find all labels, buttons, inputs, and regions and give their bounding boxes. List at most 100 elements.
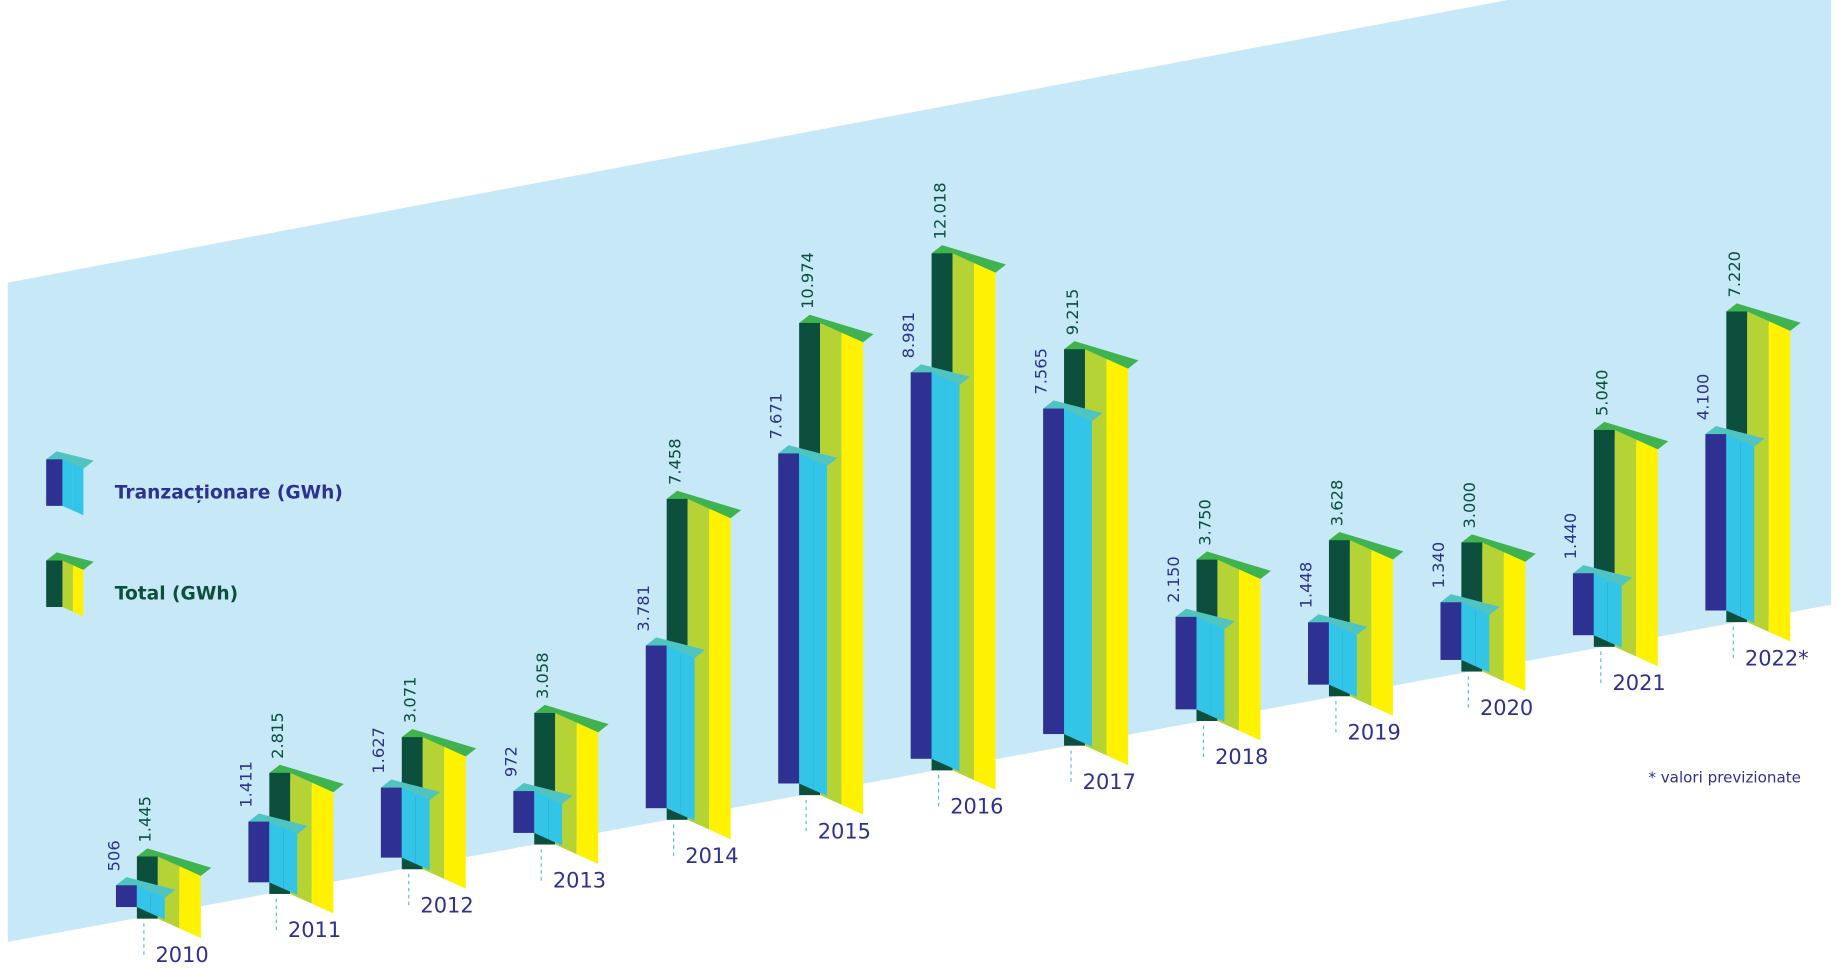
side-face	[709, 508, 731, 840]
value-label: 1.448	[1296, 562, 1315, 609]
top-face	[46, 552, 94, 570]
bar-trading	[1705, 425, 1765, 624]
bar-trading	[778, 445, 838, 797]
x-tick-label: 2016	[950, 795, 1003, 819]
top-face	[778, 445, 838, 466]
side-face	[1593, 573, 1608, 642]
top-face	[931, 245, 1007, 273]
side-face	[283, 827, 298, 895]
front-face	[1705, 434, 1727, 611]
bar-trading	[513, 782, 573, 846]
side-face	[401, 787, 416, 864]
front-face	[46, 560, 63, 608]
side-face	[576, 722, 599, 864]
side-face	[444, 746, 466, 889]
value-label: 7.565	[1031, 348, 1050, 395]
x-tick-label: 2017	[1083, 770, 1136, 794]
front-face	[380, 787, 402, 858]
top-face	[1196, 551, 1271, 579]
front-face	[513, 791, 535, 833]
side-face	[799, 453, 814, 790]
bar-trading	[1175, 608, 1235, 722]
top-face	[1593, 421, 1669, 450]
side-face	[1210, 623, 1225, 722]
top-face	[910, 364, 970, 385]
side-face	[1342, 628, 1357, 698]
top-face	[248, 813, 308, 835]
x-tick-label: 2022*	[1745, 646, 1809, 670]
side-face	[1328, 622, 1343, 691]
value-label: 3.058	[533, 652, 552, 699]
side-face	[1636, 439, 1658, 667]
side-face	[72, 565, 84, 617]
side-face	[666, 645, 681, 815]
value-label: 1.440	[1561, 513, 1580, 560]
top-face	[115, 877, 176, 898]
front-face	[910, 372, 932, 759]
front-face	[1440, 602, 1462, 660]
top-face	[136, 848, 212, 876]
value-label: 7.458	[665, 438, 684, 485]
side-face	[62, 459, 73, 511]
x-tick-label: 2010	[155, 943, 208, 967]
top-face	[799, 314, 874, 343]
side-face	[1768, 321, 1791, 642]
bar-trading	[1043, 400, 1103, 747]
side-face	[1371, 549, 1393, 716]
x-tick-label: 2021	[1612, 671, 1665, 695]
top-face	[513, 782, 573, 804]
x-tick-label: 2013	[553, 869, 606, 893]
top-face	[534, 704, 609, 733]
value-label: 3.071	[401, 677, 420, 724]
x-tick-label: 2014	[685, 844, 738, 868]
footnote: * valori previzionate	[1648, 768, 1801, 786]
bar-trading	[115, 877, 176, 920]
side-face	[548, 797, 563, 846]
side-face	[62, 560, 73, 612]
top-face	[1043, 400, 1103, 422]
bar-trading	[380, 779, 441, 871]
legend-label: Total (GWh)	[115, 584, 238, 605]
value-label: 12.018	[930, 182, 949, 239]
value-label: 5.040	[1593, 369, 1612, 416]
front-face	[46, 459, 63, 506]
x-tick-label: 2011	[288, 918, 341, 942]
side-face	[269, 821, 284, 889]
side-face	[1607, 579, 1622, 648]
bar-trading	[645, 637, 706, 821]
side-face	[945, 378, 960, 772]
x-tick-label: 2018	[1215, 745, 1268, 769]
side-face	[1238, 569, 1261, 741]
x-tick-label: 2019	[1348, 720, 1401, 744]
top-face	[269, 764, 344, 793]
legend-label: Tranzacționare (GWh)	[115, 483, 343, 504]
bar-trading	[1572, 565, 1633, 648]
side-face	[1740, 440, 1755, 624]
legend-icon	[46, 451, 94, 516]
top-face	[46, 451, 94, 469]
top-face	[1308, 614, 1368, 635]
value-label: 8.981	[899, 312, 918, 359]
side-face	[150, 891, 165, 920]
side-face	[974, 262, 996, 790]
front-face	[1175, 616, 1197, 710]
x-tick-label: 2015	[818, 819, 871, 843]
value-label: 10.974	[798, 252, 817, 309]
top-face	[380, 779, 441, 801]
top-face	[1572, 565, 1633, 586]
side-face	[311, 782, 334, 914]
value-label: 7.671	[767, 393, 786, 440]
side-face	[1196, 616, 1211, 716]
side-face	[1726, 434, 1741, 617]
value-label: 7.220	[1725, 251, 1744, 298]
value-label: 3.000	[1460, 482, 1479, 529]
top-face	[1175, 608, 1235, 630]
top-face	[1064, 341, 1139, 369]
bar-trading	[1440, 594, 1500, 673]
side-face	[72, 464, 84, 516]
side-face	[841, 332, 864, 815]
front-face	[1308, 622, 1329, 685]
value-label: 3.750	[1195, 499, 1214, 546]
side-face	[179, 866, 201, 939]
